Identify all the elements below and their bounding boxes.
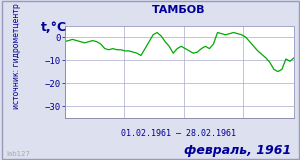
Text: t,°C: t,°C xyxy=(40,21,67,34)
Text: февраль, 1961: февраль, 1961 xyxy=(184,144,291,157)
Text: ТАМБОВ: ТАМБОВ xyxy=(152,5,205,15)
Text: источник: гидрометцентр: источник: гидрометцентр xyxy=(12,3,21,109)
Text: lab127: lab127 xyxy=(6,151,30,157)
Text: 01.02.1961 – 28.02.1961: 01.02.1961 – 28.02.1961 xyxy=(121,129,236,138)
